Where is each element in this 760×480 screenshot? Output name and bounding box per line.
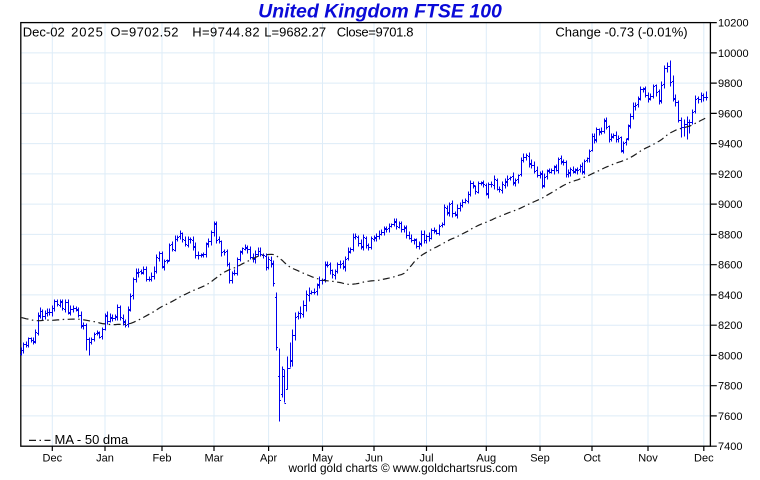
svg-text:7600: 7600 [718,411,742,423]
svg-text:Sep: Sep [530,453,550,465]
svg-text:10000: 10000 [718,48,749,60]
svg-text:8000: 8000 [718,350,742,362]
svg-text:Dec: Dec [43,453,63,465]
svg-text:9400: 9400 [718,139,742,151]
svg-text:9200: 9200 [718,169,742,181]
svg-text:Feb: Feb [153,453,172,465]
svg-text:Mar: Mar [205,453,224,465]
svg-text:2025: 2025 [71,25,104,40]
svg-text:8800: 8800 [718,229,742,241]
svg-text:May: May [312,453,333,465]
svg-text:Jan: Jan [96,453,114,465]
svg-text:United Kingdom FTSE 100: United Kingdom FTSE 100 [258,0,502,22]
svg-text:9800: 9800 [718,78,742,90]
svg-text:Jul: Jul [419,453,433,465]
svg-text:Oct: Oct [583,453,600,465]
svg-text:8600: 8600 [718,260,742,272]
svg-text:Nov: Nov [638,453,658,465]
svg-text:8400: 8400 [718,290,742,302]
svg-text:Close=9701.8: Close=9701.8 [337,25,414,40]
svg-text:world gold charts © www.goldch: world gold charts © www.goldchartsrus.co… [288,461,518,475]
svg-text:7400: 7400 [718,441,742,453]
svg-text:Apr: Apr [260,453,277,465]
svg-text:L=9682.27: L=9682.27 [264,25,326,40]
svg-text:Dec-02: Dec-02 [23,25,65,40]
svg-text:H=9744.82: H=9744.82 [192,25,260,40]
svg-text:10200: 10200 [718,18,749,30]
svg-text:Dec: Dec [694,453,714,465]
svg-text:MA - 50 dma: MA - 50 dma [55,432,129,447]
svg-text:Aug: Aug [477,453,497,465]
svg-text:Jun: Jun [365,453,383,465]
svg-text:8200: 8200 [718,320,742,332]
svg-text:O=9702.52: O=9702.52 [110,25,179,40]
svg-text:Change -0.73 (-0.01%): Change -0.73 (-0.01%) [555,25,687,40]
svg-text:9600: 9600 [718,108,742,120]
svg-text:7800: 7800 [718,381,742,393]
svg-text:9000: 9000 [718,199,742,211]
